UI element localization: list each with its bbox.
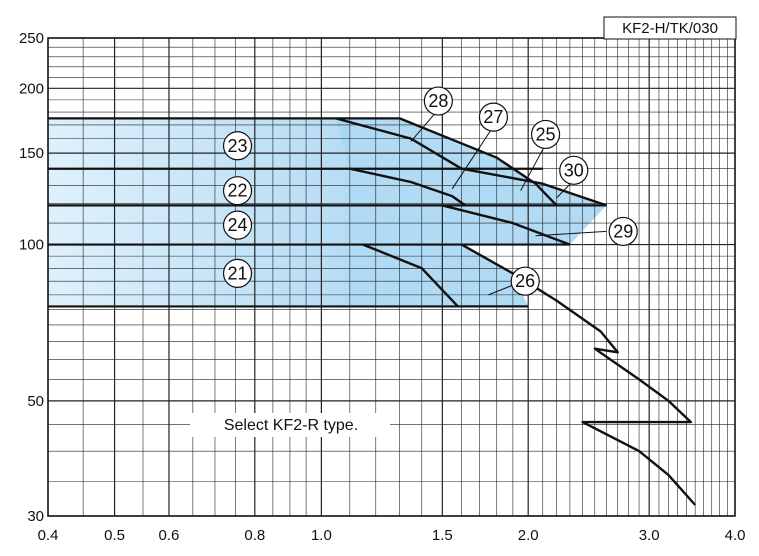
y-tick-150: 150 <box>19 145 44 162</box>
x-tick-2.0: 2.0 <box>518 527 539 544</box>
y-tick-50: 50 <box>27 393 44 410</box>
curve-25 <box>399 117 558 207</box>
leader-line <box>451 126 494 190</box>
curve-30 <box>461 167 607 207</box>
band-tail-27-29 <box>349 168 607 245</box>
band-24 <box>48 205 350 245</box>
band-tail-21-26 <box>349 244 529 307</box>
curve-26 <box>362 243 459 308</box>
circle-label-24-ring <box>222 210 253 240</box>
circle-labels: 23 22 24 21 28 27 25 30 29 26 <box>222 86 638 296</box>
curve-28 <box>335 117 463 170</box>
circle-label-27: 27 <box>483 107 503 127</box>
circle-label-22: 22 <box>228 181 248 201</box>
circle-label-29-ring <box>608 216 638 247</box>
y-tick-100: 100 <box>19 237 44 254</box>
circle-label-22-ring <box>222 176 253 206</box>
note-box <box>190 413 390 437</box>
band-22 <box>48 168 350 206</box>
y-tick-200: 200 <box>19 80 44 97</box>
circle-label-21: 21 <box>228 263 248 283</box>
circle-label-28-ring <box>423 86 453 116</box>
circle-label-30: 30 <box>564 160 584 180</box>
note-text: Select KF2-R type. <box>224 417 358 434</box>
x-tick-0.6: 0.6 <box>159 527 180 544</box>
tick-labels: 0.4 0.5 0.6 0.8 1.0 1.5 2.0 3.0 4.0 30 50 100 150 200… <box>19 30 745 544</box>
circle-label-21-ring <box>222 258 253 288</box>
circle-label-27-ring <box>478 102 509 132</box>
curve-27 <box>349 167 466 207</box>
curves <box>48 109 697 506</box>
plot-frame <box>47 37 736 517</box>
model-label: KF2-H/TK/030 <box>622 20 718 37</box>
x-tick-0.8: 0.8 <box>244 527 265 544</box>
band-tail-24 <box>349 205 570 245</box>
circle-label-24: 24 <box>228 215 248 235</box>
curve-29 <box>442 204 571 246</box>
x-tick-1.5: 1.5 <box>432 527 453 544</box>
circle-label-25-ring <box>530 119 561 150</box>
band-tail-22 <box>349 168 466 206</box>
leader-line <box>520 144 547 191</box>
circle-label-28: 28 <box>428 91 448 111</box>
circle-label-29: 29 <box>613 221 633 241</box>
band-tail-23-rect <box>335 118 462 169</box>
x-tick-4.0: 4.0 <box>725 527 746 544</box>
x-tick-1.0: 1.0 <box>311 527 332 544</box>
y-tick-30: 30 <box>27 508 44 525</box>
x-tick-0.5: 0.5 <box>104 527 125 544</box>
curve-extension <box>461 243 697 506</box>
x-tick-0.4: 0.4 <box>38 527 59 544</box>
x-tick-3.0: 3.0 <box>639 527 660 544</box>
band-23 <box>48 118 350 169</box>
circle-label-26: 26 <box>515 271 535 291</box>
circle-label-23-ring <box>222 131 253 161</box>
circle-label-30-ring <box>559 155 589 185</box>
circle-label-25: 25 <box>536 124 556 144</box>
band-21 <box>48 244 350 307</box>
y-tick-250: 250 <box>19 30 44 47</box>
circle-label-23: 23 <box>228 136 248 156</box>
circle-label-26-ring <box>510 266 540 296</box>
model-label-box <box>603 16 737 40</box>
band-tail-21 <box>349 244 458 307</box>
leader-line <box>535 230 607 237</box>
